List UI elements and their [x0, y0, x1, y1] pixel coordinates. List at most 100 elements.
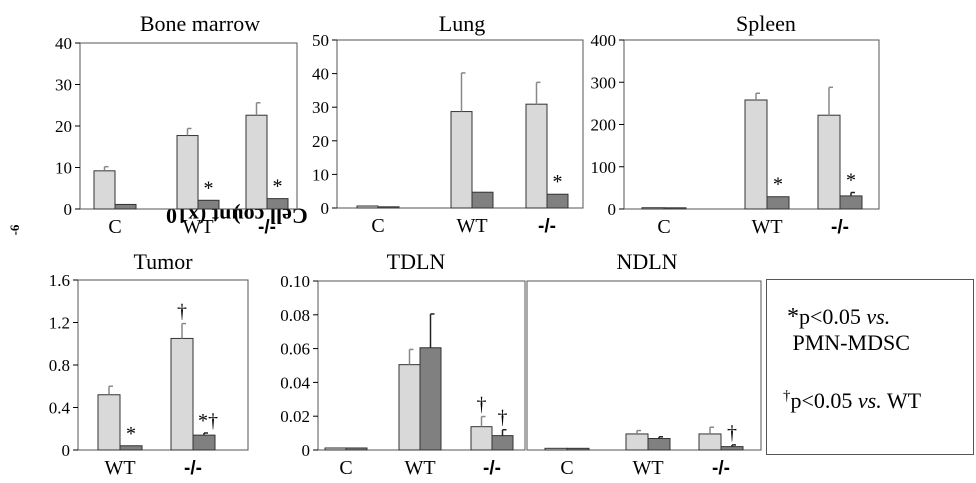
tumor-x-tick-label: WT [104, 457, 135, 479]
bm-bar--/--s1 [245, 114, 268, 210]
tdln-bar-C-s2 [345, 447, 368, 451]
spleen-bar-WT-s1 [744, 99, 768, 210]
spleen-y-tick-label: 200 [591, 116, 617, 135]
lung-bar-C-s2 [377, 206, 400, 209]
bm-y-tick-label: 30 [55, 76, 72, 95]
bm-title: Bone marrow [140, 11, 260, 36]
spleen-y-tick-label: 400 [591, 31, 617, 50]
tumor-significance-marker: * [126, 423, 136, 445]
lung-y-tick-label: 20 [312, 132, 329, 151]
ndln-bar--/--s1 [698, 433, 722, 451]
bm-significance-marker: * [204, 177, 214, 199]
lung-bar-C-s1 [356, 205, 379, 209]
lung-x-tick-label: C [371, 215, 384, 237]
ndln-bar-WT-s2 [647, 438, 671, 451]
ndln-plot-frame [526, 280, 762, 451]
ndln-bar--/--s2 [720, 446, 744, 451]
tdln-significance-marker: † [477, 394, 487, 416]
tdln-y-tick-label: 0.06 [280, 340, 310, 359]
tumor-title: Tumor [133, 249, 193, 274]
ndln-x-tick-label: WT [632, 457, 663, 479]
tumor-y-tick-label: 1.6 [49, 271, 70, 290]
tumor-bar-WT-s2 [119, 445, 143, 451]
ndln-significance-marker: † [727, 422, 737, 444]
tdln-y-tick-label: 0.04 [280, 373, 310, 392]
spleen-bar--/--s1 [817, 114, 841, 210]
spleen-y-tick-label: 300 [591, 73, 617, 92]
bm-significance-marker: * [273, 176, 283, 198]
bm-x-tick-label: -/- [258, 217, 276, 238]
spleen-significance-marker: * [846, 170, 856, 192]
lung-y-tick-label: 10 [312, 165, 329, 184]
lung-bar-WT-s1 [450, 111, 473, 209]
tumor-significance-marker: † [177, 301, 187, 323]
tdln-significance-marker: † [498, 407, 508, 429]
tdln-x-tick-label: WT [404, 457, 435, 479]
ndln-bar-C-s1 [544, 447, 568, 451]
lung-y-tick-label: 50 [312, 31, 329, 50]
bm-y-tick-label: 40 [55, 34, 72, 53]
ndln-x-tick-label: -/- [712, 458, 730, 479]
ndln-title: NDLN [616, 249, 677, 274]
ndln-bar-C-s2 [566, 447, 590, 451]
bm-bar-WT-s1 [176, 135, 199, 210]
tumor-bar-WT-s1 [97, 394, 121, 451]
ndln-x-tick-label: C [560, 457, 573, 479]
tumor-significance-marker: *† [198, 410, 218, 432]
spleen-bar-WT-s2 [766, 196, 790, 210]
spleen-x-tick-label: C [657, 216, 670, 238]
bm-y-tick-label: 10 [55, 159, 72, 178]
spleen-y-tick-label: 0 [608, 200, 617, 219]
bm-bar-C-s1 [93, 170, 116, 210]
spleen-bar-C-s2 [663, 207, 687, 210]
lung-y-tick-label: 30 [312, 98, 329, 117]
tumor-y-tick-label: 0.4 [49, 399, 71, 418]
spleen-y-tick-label: 100 [591, 158, 617, 177]
lung-y-tick-label: 0 [321, 199, 330, 218]
spleen-x-tick-label: -/- [831, 217, 849, 238]
tdln-bar-WT-s2 [419, 347, 442, 451]
tdln-bar-C-s1 [324, 447, 347, 451]
tdln-bar-WT-s1 [398, 364, 421, 451]
lung-title: Lung [439, 11, 485, 36]
lung-bar--/--s1 [525, 103, 548, 209]
bm-x-tick-label: C [108, 216, 121, 238]
tdln-title: TDLN [387, 249, 446, 274]
legend-wt: †p<0.05 vs. WT [783, 388, 922, 413]
lung-bar-WT-s2 [471, 191, 494, 209]
tdln-y-tick-label: 0 [302, 441, 311, 460]
bm-bar-C-s2 [114, 203, 137, 210]
ndln-bar-WT-s1 [625, 433, 649, 451]
tdln-bar--/--s2 [491, 435, 514, 451]
lung-x-tick-label: -/- [538, 216, 556, 237]
lung-x-tick-label: WT [456, 215, 487, 237]
bm-x-tick-label: WT [182, 216, 213, 238]
tumor-x-tick-label: -/- [184, 458, 202, 479]
lung-significance-marker: * [553, 171, 563, 193]
spleen-bar-C-s1 [641, 207, 665, 210]
tumor-bar--/--s1 [170, 337, 194, 451]
bm-y-tick-label: 0 [64, 200, 73, 219]
tumor-y-tick-label: 1.2 [49, 314, 70, 333]
tdln-x-tick-label: C [339, 457, 352, 479]
bm-bar-WT-s2 [197, 199, 220, 210]
tumor-y-tick-label: 0.8 [49, 356, 70, 375]
tdln-bar--/--s1 [470, 426, 493, 451]
legend-pmn-mdsc: *p<0.05 vs. PMN-MDSC [787, 304, 910, 355]
bm-bar--/--s2 [266, 198, 289, 210]
spleen-title: Spleen [736, 11, 796, 36]
tdln-y-tick-label: 0.02 [280, 407, 310, 426]
tdln-y-tick-label: 0.08 [280, 306, 310, 325]
tumor-y-tick-label: 0 [62, 441, 71, 460]
spleen-x-tick-label: WT [751, 216, 782, 238]
tdln-x-tick-label: -/- [483, 458, 501, 479]
spleen-bar--/--s2 [839, 195, 863, 210]
tumor-bar--/--s2 [192, 434, 216, 451]
lung-bar--/--s2 [546, 193, 569, 209]
spleen-significance-marker: * [773, 174, 783, 196]
significance-legend: *p<0.05 vs. PMN-MDSC †p<0.05 vs. WT [766, 279, 974, 455]
tdln-y-tick-label: 0.10 [280, 272, 310, 291]
lung-y-tick-label: 40 [312, 65, 329, 84]
bm-y-tick-label: 20 [55, 117, 72, 136]
